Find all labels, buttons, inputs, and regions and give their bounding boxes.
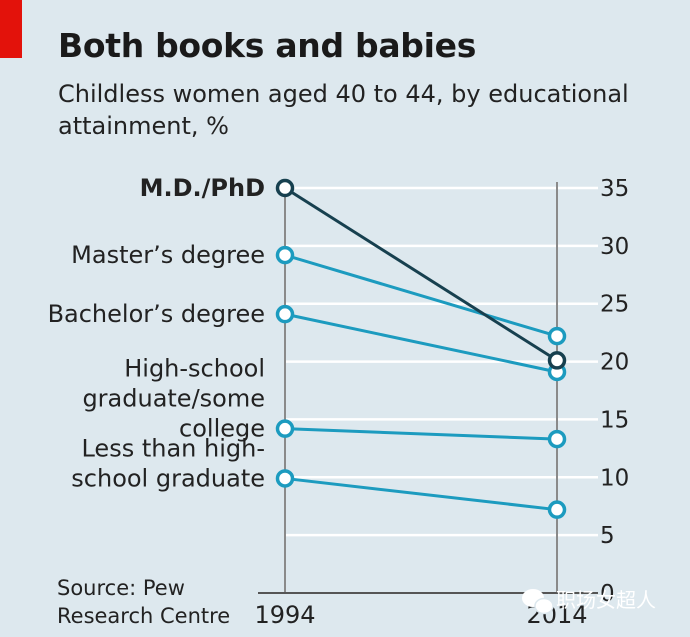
series-point bbox=[275, 419, 295, 438]
series-lines bbox=[284, 186, 558, 512]
y-tick-labels: 0 5 10 15 20 25 30 35 bbox=[600, 176, 629, 607]
axes bbox=[258, 182, 598, 594]
category-labels: M.D./PhD Master’s degree Bachelor’s degree… bbox=[48, 174, 265, 492]
y-tick-label: 10 bbox=[600, 465, 629, 491]
y-tick-label: 0 bbox=[600, 581, 615, 607]
series-point bbox=[547, 429, 567, 449]
chart-subtitle: Childless women aged 40 to 44, by educat… bbox=[58, 80, 629, 140]
series-point bbox=[547, 500, 567, 519]
category-label: Less than high-school graduate bbox=[71, 434, 265, 492]
series-point bbox=[275, 469, 295, 488]
series-point bbox=[547, 326, 567, 346]
source-line-2: Research Centre bbox=[57, 604, 230, 628]
series-line bbox=[284, 186, 558, 362]
wechat-icon bbox=[522, 589, 554, 615]
series-line bbox=[284, 476, 558, 512]
accent-bar bbox=[0, 0, 22, 58]
y-tick-label: 5 bbox=[600, 523, 615, 549]
series-point bbox=[275, 245, 295, 265]
category-label: Master’s degree bbox=[71, 241, 265, 269]
y-tick-label: 35 bbox=[600, 176, 629, 202]
category-label: High-school graduate/some college bbox=[82, 355, 265, 443]
watermark: 职场女超人 bbox=[522, 588, 656, 615]
y-tick-label: 30 bbox=[600, 234, 629, 260]
series-point bbox=[275, 304, 295, 324]
category-label: M.D./PhD bbox=[140, 174, 265, 202]
watermark-text: 职场女超人 bbox=[556, 588, 656, 612]
series-line bbox=[284, 253, 558, 338]
y-tick-label: 20 bbox=[600, 350, 629, 376]
series-line bbox=[284, 427, 558, 441]
series-point bbox=[275, 178, 295, 198]
source-line-1: Source: Pew bbox=[57, 576, 185, 600]
series-point bbox=[547, 351, 567, 370]
category-label: Bachelor’s degree bbox=[48, 300, 265, 328]
x-tick-label: 1994 bbox=[254, 601, 315, 629]
grid-lines bbox=[285, 186, 598, 537]
series-line bbox=[284, 312, 558, 374]
y-tick-label: 15 bbox=[600, 407, 629, 433]
chart-title: Both books and babies bbox=[58, 26, 477, 65]
series-markers bbox=[275, 178, 567, 519]
y-tick-label: 25 bbox=[600, 292, 629, 318]
